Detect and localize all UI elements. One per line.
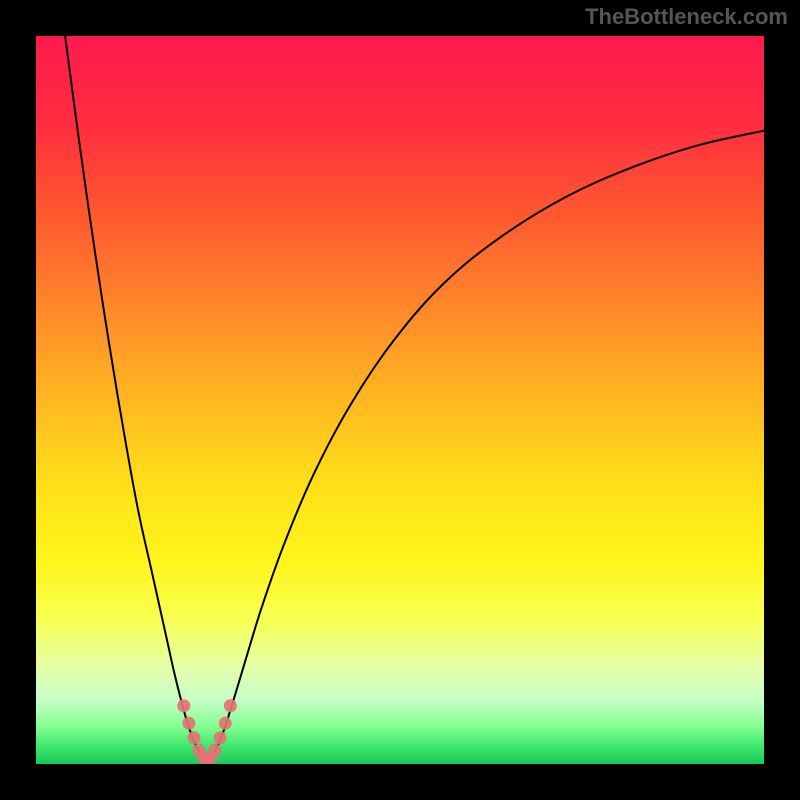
gradient-background — [36, 36, 764, 764]
valley-marker — [187, 731, 200, 744]
valley-marker — [214, 731, 227, 744]
valley-marker — [219, 717, 232, 730]
valley-marker — [182, 717, 195, 730]
valley-marker — [224, 699, 237, 712]
chart-container: TheBottleneck.com — [0, 0, 800, 800]
valley-marker — [209, 744, 222, 757]
plot-svg — [36, 36, 764, 764]
watermark-text: TheBottleneck.com — [585, 4, 788, 30]
valley-marker — [177, 699, 190, 712]
plot-area — [36, 36, 764, 764]
